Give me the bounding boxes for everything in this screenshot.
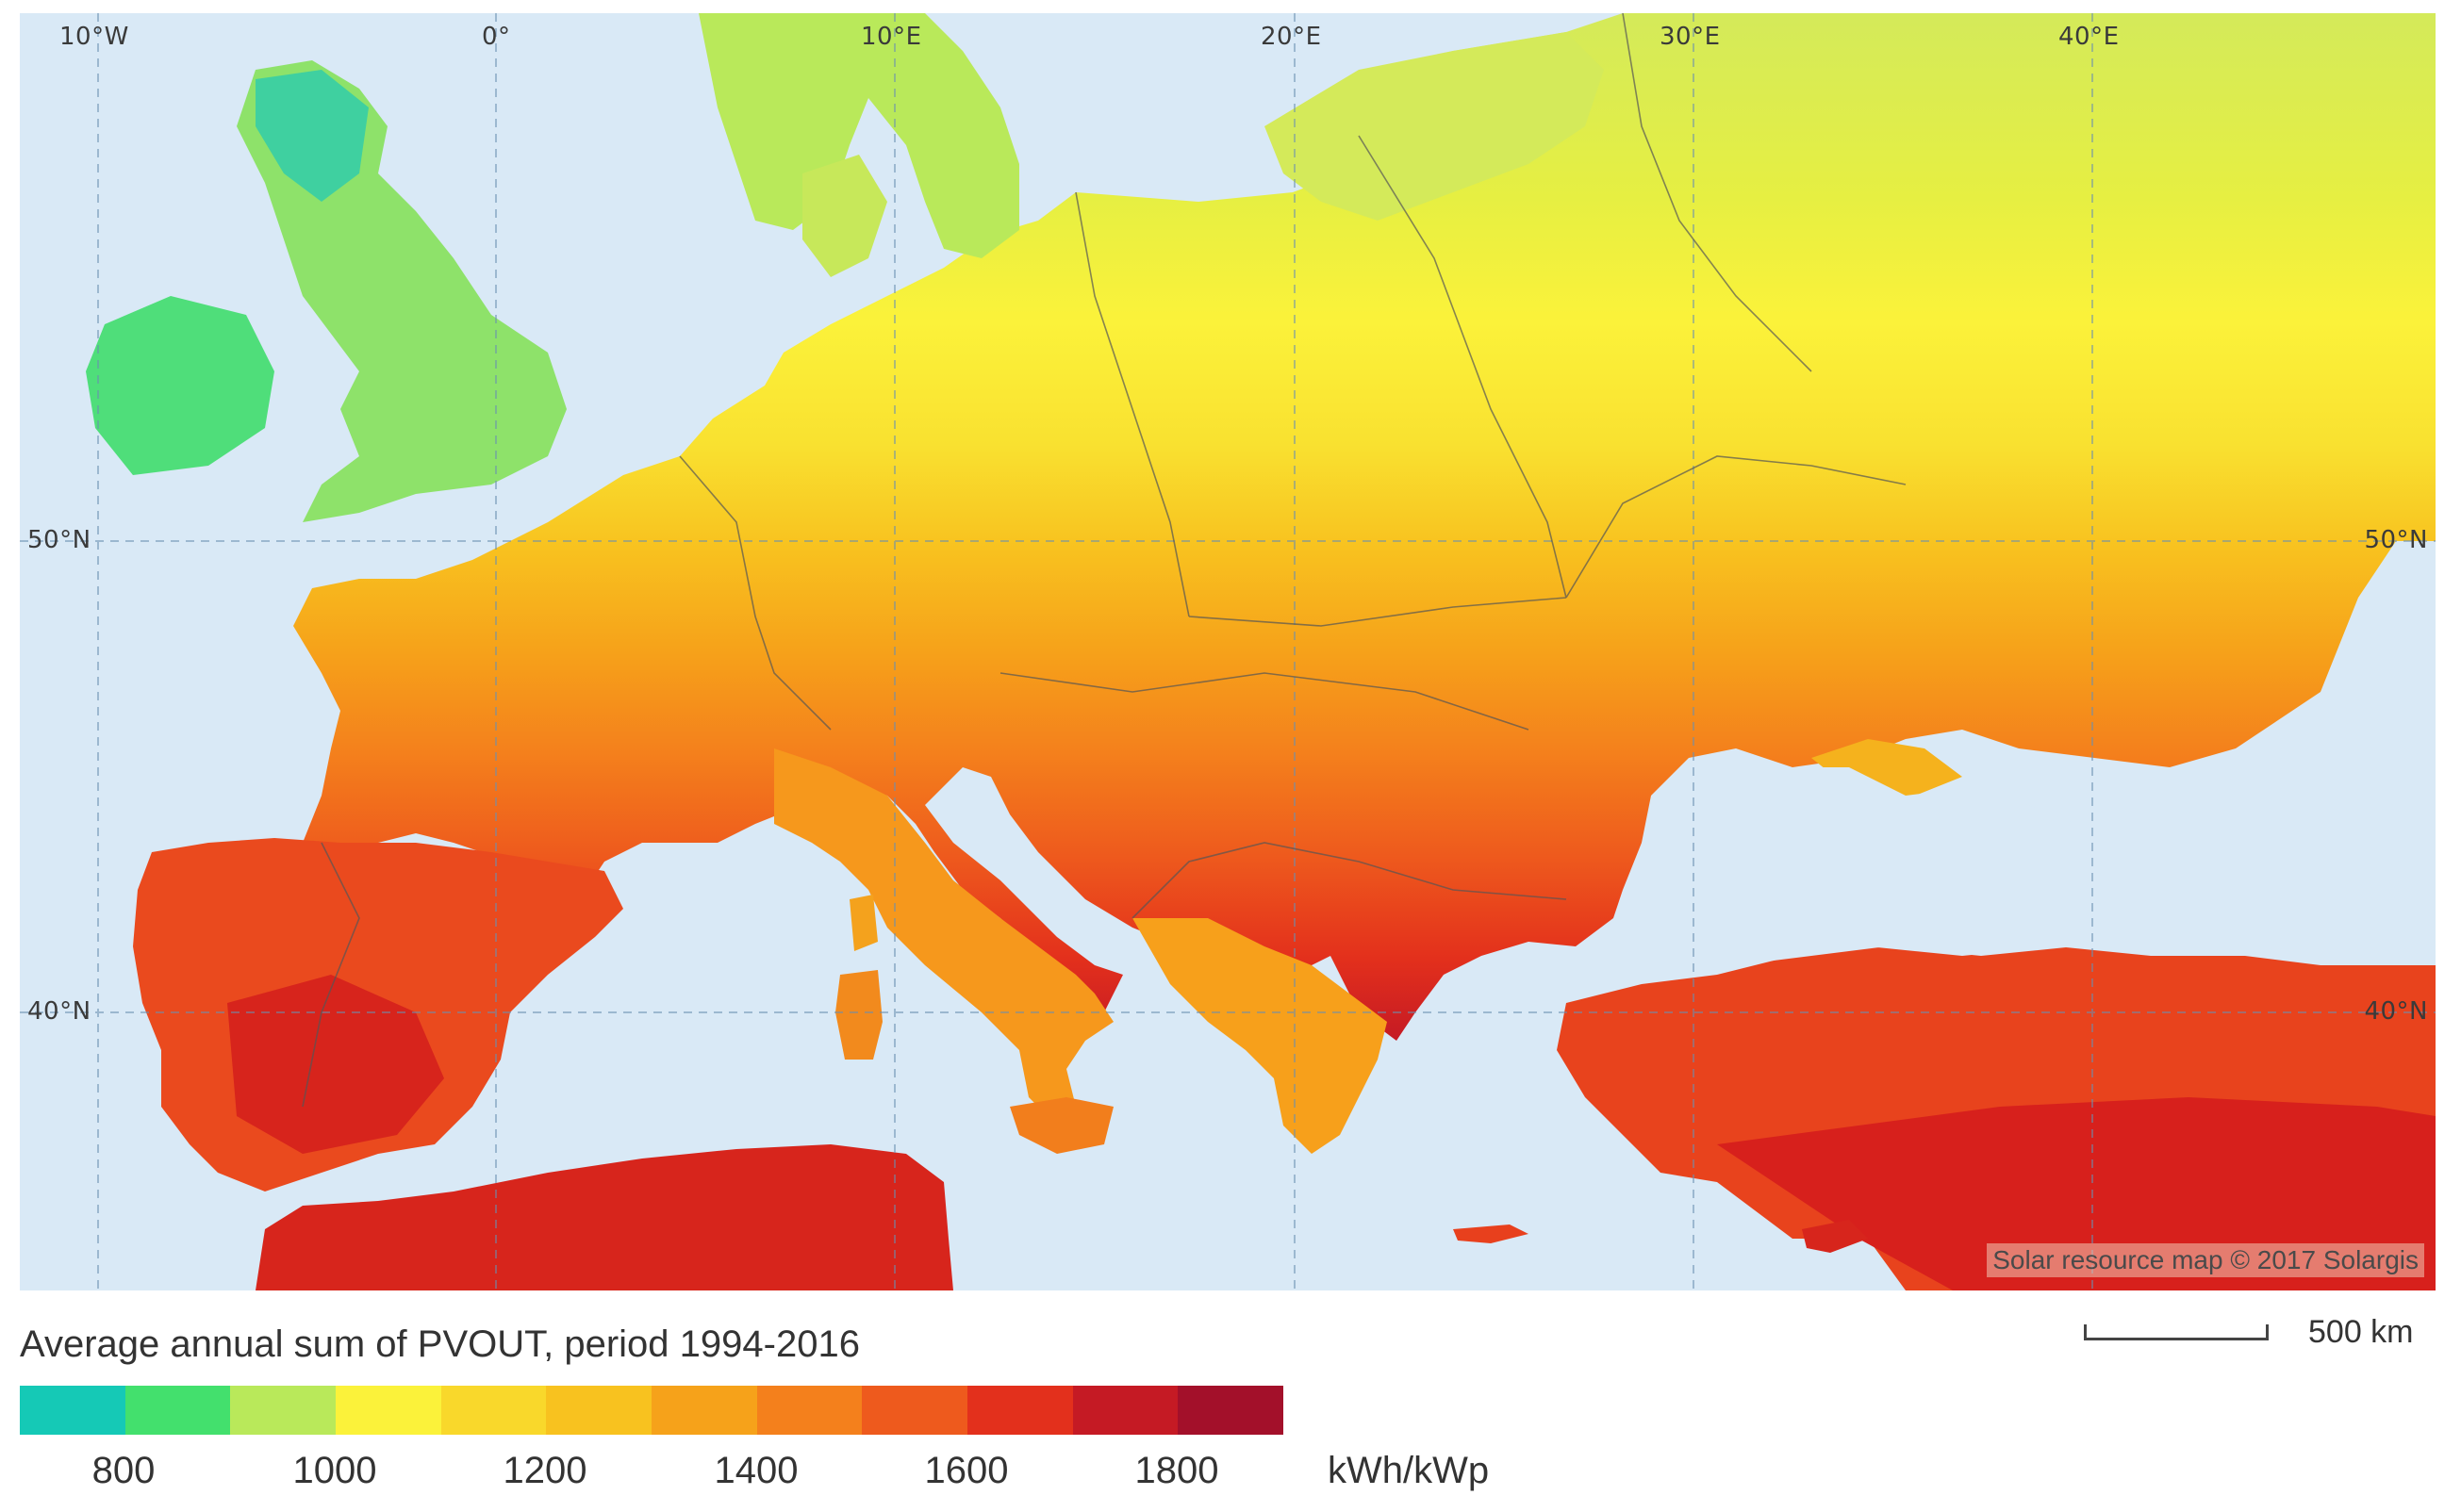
lon-label-30e: 30°E xyxy=(1660,23,1721,51)
legend-unit: kWh/kWp xyxy=(1328,1450,1490,1491)
cyprus xyxy=(1802,1220,1868,1253)
country-borders xyxy=(302,13,1907,1108)
lon-label-10w: 10°W xyxy=(59,23,129,51)
lon-label-20e: 20°E xyxy=(1261,23,1322,51)
legend-swatch-1 xyxy=(124,1386,231,1435)
legend-swatch-3 xyxy=(336,1386,441,1435)
italy-landmass xyxy=(774,748,1114,1126)
legend-tick-1000: 1000 xyxy=(292,1450,377,1491)
legend-tick-1400: 1400 xyxy=(714,1450,799,1491)
legend-tick-800: 800 xyxy=(91,1450,156,1491)
scale-label: 500 km xyxy=(2308,1314,2414,1350)
finland-baltic xyxy=(1264,32,1604,221)
graticule xyxy=(20,13,2436,1290)
legend-swatch-10 xyxy=(1072,1386,1179,1435)
lat-label-40n-left: 40°N xyxy=(27,997,91,1026)
legend-swatch-0 xyxy=(20,1386,125,1435)
scotland-highlands xyxy=(256,70,369,202)
scandinavia-landmass xyxy=(699,13,1019,258)
balkans-landmass xyxy=(1132,918,1387,1154)
sardinia xyxy=(835,970,883,1060)
legend-color-bar xyxy=(20,1386,1284,1435)
lon-label-40e: 40°E xyxy=(2058,23,2120,51)
legend-swatch-4 xyxy=(440,1386,547,1435)
iberia-hot-core xyxy=(227,975,444,1154)
legend-swatch-11 xyxy=(1178,1386,1284,1435)
legend-tick-1800: 1800 xyxy=(1134,1450,1219,1491)
turkey-hot-core xyxy=(1717,1097,2436,1290)
black-sea xyxy=(1642,767,2188,965)
lat-label-50n-right: 50°N xyxy=(2364,526,2428,554)
north-africa-landmass xyxy=(256,1144,953,1290)
legend-title: Average annual sum of PVOUT, period 1994… xyxy=(20,1323,860,1365)
scale-bar xyxy=(2084,1324,2269,1340)
legend-swatch-5 xyxy=(546,1386,652,1435)
lon-label-10e: 10°E xyxy=(861,23,922,51)
ireland xyxy=(86,296,274,475)
legend-swatch-7 xyxy=(756,1386,863,1435)
lat-label-40n-right: 40°N xyxy=(2364,997,2428,1026)
denmark xyxy=(802,155,887,277)
legend-swatch-8 xyxy=(862,1386,968,1435)
sicily xyxy=(1010,1097,1114,1154)
pvout-map: 10°W 0° 10°E 20°E 30°E 40°E 50°N 50°N 40… xyxy=(20,13,2436,1290)
map-canvas xyxy=(20,13,2436,1290)
lat-label-50n-left: 50°N xyxy=(27,526,91,554)
legend-swatch-9 xyxy=(967,1386,1073,1435)
lon-label-0: 0° xyxy=(482,23,511,51)
crete xyxy=(1453,1224,1528,1243)
legend-swatch-2 xyxy=(230,1386,337,1435)
map-credit: Solar resource map © 2017 Solargis xyxy=(1987,1243,2424,1277)
legend-tick-1600: 1600 xyxy=(924,1450,1009,1491)
legend-swatch-6 xyxy=(652,1386,757,1435)
corsica xyxy=(850,895,878,951)
legend-tick-1200: 1200 xyxy=(503,1450,587,1491)
